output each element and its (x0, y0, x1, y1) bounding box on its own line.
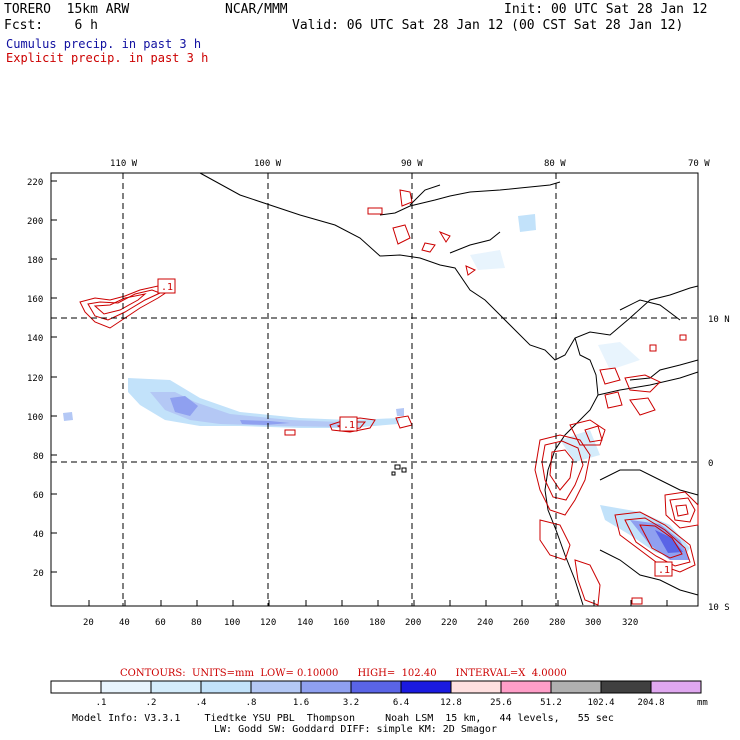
contour-marker: .1 (658, 565, 670, 576)
colorbar-swatch (300, 680, 352, 694)
x-grid-labels: 20 40 60 80 100 120 140 160 180 200 220 … (83, 618, 638, 628)
lon-label: 80 W (544, 159, 566, 169)
colorbar-swatch (150, 680, 202, 694)
contours-info: CONTOURS: UNITS=mm LOW= 0.10000 HIGH= 10… (120, 668, 567, 679)
colorbar-swatch (50, 680, 102, 694)
model-info-line1: Model Info: V3.3.1 Tiedtke YSU PBL Thomp… (72, 713, 614, 724)
longitude-labels: 110 W 100 W 90 W 80 W 70 W (110, 159, 710, 169)
x-tick-label: 80 (191, 618, 202, 628)
x-tick-label: 200 (405, 618, 421, 628)
y-tick-label: 140 (27, 334, 43, 344)
colorbar-swatch (350, 680, 402, 694)
y-tick-label: 180 (27, 256, 43, 266)
colorbar-tick-label: 3.2 (343, 698, 359, 708)
cumulus-precip-shading (63, 214, 690, 560)
colorbar-swatch (250, 680, 302, 694)
colorbar-unit: mm (697, 698, 708, 708)
x-tick-label: 100 (224, 618, 240, 628)
lat-label: 10 S (708, 603, 730, 613)
explicit-precip-label: Explicit precip. in past 3 h (6, 51, 209, 65)
colorbar-swatch (500, 680, 552, 694)
x-tick-label: 60 (155, 618, 166, 628)
contour-marker: .1 (343, 420, 355, 431)
y-tick-label: 20 (33, 569, 44, 579)
model-name: TORERO 15km ARW (4, 2, 130, 17)
y-tick-label: 200 (27, 217, 43, 227)
colorbar-swatch (550, 680, 602, 694)
x-tick-label: 300 (585, 618, 601, 628)
colorbar-swatch (400, 680, 452, 694)
latitude-labels: 10 N 0 10 S (708, 315, 730, 613)
axis-ticks (51, 180, 668, 606)
coastlines (199, 172, 699, 606)
colorbar-swatch (650, 680, 702, 694)
colorbar-swatch (200, 680, 252, 694)
model-info-line2: LW: Godd SW: Goddard DIFF: simple KM: 2D… (214, 724, 497, 735)
colorbar-tick-label: 1.6 (293, 698, 309, 708)
y-grid-labels: 220 200 180 160 140 120 100 80 60 40 20 (27, 178, 44, 579)
y-tick-label: 40 (33, 530, 44, 540)
lon-label: 100 W (254, 159, 282, 169)
lon-label: 110 W (110, 159, 138, 169)
lon-label: 70 W (688, 159, 710, 169)
init-time: Init: 00 UTC Sat 28 Jan 12 (504, 2, 708, 17)
colorbar-swatch (100, 680, 152, 694)
x-tick-label: 120 (260, 618, 276, 628)
y-tick-label: 120 (27, 374, 43, 384)
y-tick-label: 60 (33, 491, 44, 501)
x-tick-label: 40 (119, 618, 130, 628)
lat-label: 0 (708, 459, 713, 469)
colorbar-swatch (450, 680, 502, 694)
x-tick-label: 140 (297, 618, 313, 628)
y-tick-label: 100 (27, 413, 43, 423)
colorbar-tick-label: 6.4 (393, 698, 409, 708)
x-tick-label: 280 (549, 618, 565, 628)
colorbar-tick-label: .4 (196, 698, 207, 708)
colorbar-tick-label: .1 (96, 698, 107, 708)
y-tick-label: 160 (27, 295, 43, 305)
colorbar-tick-label: 102.4 (587, 698, 614, 708)
cumulus-precip-label: Cumulus precip. in past 3 h (6, 37, 202, 51)
contour-label-markers: .1 .1 .1 (157, 278, 673, 577)
y-tick-label: 80 (33, 452, 44, 462)
x-tick-label: 320 (622, 618, 638, 628)
y-tick-label: 220 (27, 178, 43, 188)
graticule (51, 173, 698, 606)
x-tick-label: 260 (513, 618, 529, 628)
colorbar-tick-label: 12.8 (440, 698, 462, 708)
colorbar-swatch (600, 680, 652, 694)
x-tick-label: 220 (441, 618, 457, 628)
colorbar-tick-label: .2 (146, 698, 157, 708)
x-tick-label: 160 (333, 618, 349, 628)
organization: NCAR/MMM (225, 2, 288, 17)
lat-label: 10 N (708, 315, 730, 325)
contour-marker: .1 (161, 282, 173, 293)
colorbar-tick-label: .8 (246, 698, 257, 708)
colorbar-tick-label: 51.2 (540, 698, 562, 708)
colorbar-tick-label: 204.8 (637, 698, 664, 708)
forecast-hour: Fcst: 6 h (4, 18, 98, 33)
x-tick-label: 240 (477, 618, 493, 628)
valid-time: Valid: 06 UTC Sat 28 Jan 12 (00 CST Sat … (292, 18, 684, 33)
colorbar: .1 .2 .4 .8 1.6 3.2 6.4 12.8 25.6 51.2 102.4 204.8 (50, 680, 702, 708)
x-tick-label: 180 (369, 618, 385, 628)
colorbar-tick-label: 25.6 (490, 698, 512, 708)
lon-label: 90 W (401, 159, 423, 169)
x-tick-label: 20 (83, 618, 94, 628)
